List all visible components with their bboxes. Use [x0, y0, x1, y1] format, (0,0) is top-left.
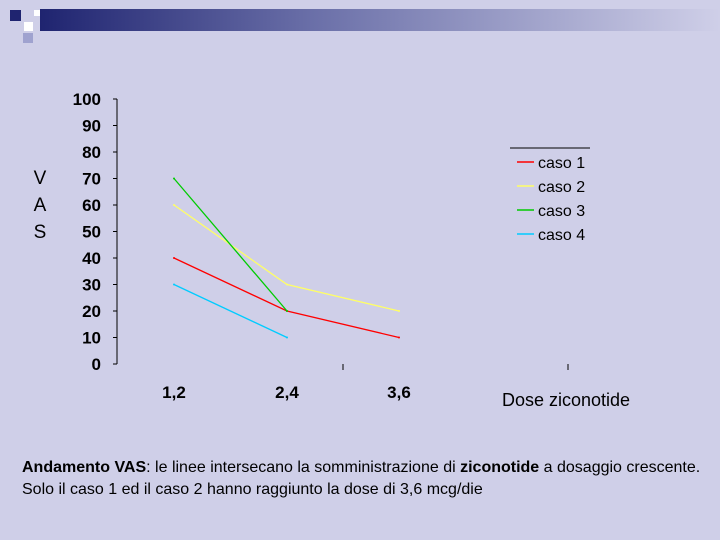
x-axis-title: Dose ziconotide [502, 390, 630, 410]
y-tick-label: 60 [82, 196, 101, 215]
legend-label-caso-1: caso 1 [538, 155, 585, 172]
caption-text-2: a dosaggio crescente. Solo il caso 1 ed … [22, 459, 701, 498]
series-line-caso-3 [173, 178, 288, 312]
deco-square [24, 22, 33, 31]
legend-label-caso-4: caso 4 [538, 227, 585, 244]
y-tick-label: 20 [82, 302, 101, 321]
y-tick-label: 40 [82, 249, 101, 268]
data-point-caso-2 [398, 310, 400, 312]
caption-text: : le linee intersecano la somministrazio… [146, 459, 461, 476]
series-line-caso-1 [173, 257, 400, 339]
x-tick-label: 2,4 [275, 383, 299, 402]
caption-title: Andamento VAS [22, 459, 147, 476]
title-bar-gradient [40, 9, 720, 31]
y-tick-label: 80 [82, 143, 101, 162]
y-tick-label: 100 [73, 90, 101, 109]
caption-bold-word: ziconotide [460, 459, 540, 476]
data-point-caso-4 [286, 336, 288, 339]
data-point-caso-3 [286, 310, 288, 312]
x-tick-label: 3,6 [387, 383, 411, 402]
x-tick-label: 1,2 [162, 383, 186, 402]
data-point-caso-2 [173, 204, 175, 206]
deco-square [10, 10, 21, 21]
data-point-caso-4 [173, 283, 175, 286]
slide-caption: Andamento VAS: le linee intersecano la s… [22, 457, 712, 501]
series-line-caso-2 [173, 204, 400, 312]
y-tick-label: 10 [82, 329, 101, 348]
data-point-caso-1 [398, 336, 400, 339]
ylabel-letter-v: V [33, 168, 47, 189]
y-tick-label: 50 [82, 223, 101, 242]
data-point-caso-3 [173, 177, 175, 180]
y-tick-label: 0 [92, 355, 101, 374]
data-point-caso-1 [173, 257, 175, 259]
y-tick-label: 90 [82, 117, 101, 136]
data-point-caso-2 [286, 283, 288, 286]
legend-label-caso-2: caso 2 [538, 179, 585, 196]
series-line-caso-4 [173, 283, 288, 339]
ylabel-letter-a: A [33, 195, 47, 216]
y-tick-label: 70 [82, 170, 101, 189]
deco-square [23, 33, 33, 43]
y-tick-label: 30 [82, 276, 101, 295]
deco-square [34, 10, 40, 16]
legend-label-caso-3: caso 3 [538, 203, 585, 220]
line-chart: 0 10 20 30 40 50 60 70 80 90 100 1,2 2,4 3,6 Dose zico… [73, 90, 630, 410]
ylabel-letter-s: S [33, 222, 47, 243]
